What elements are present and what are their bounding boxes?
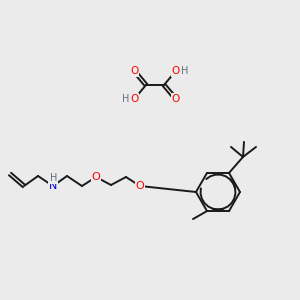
Text: O: O <box>171 66 180 76</box>
Text: O: O <box>92 172 100 182</box>
Text: H: H <box>50 173 58 183</box>
Text: O: O <box>130 66 139 76</box>
Text: O: O <box>136 181 144 191</box>
Text: H: H <box>181 66 188 76</box>
Text: O: O <box>171 94 180 104</box>
Text: O: O <box>130 94 139 104</box>
Text: N: N <box>49 181 57 191</box>
Text: H: H <box>122 94 129 104</box>
